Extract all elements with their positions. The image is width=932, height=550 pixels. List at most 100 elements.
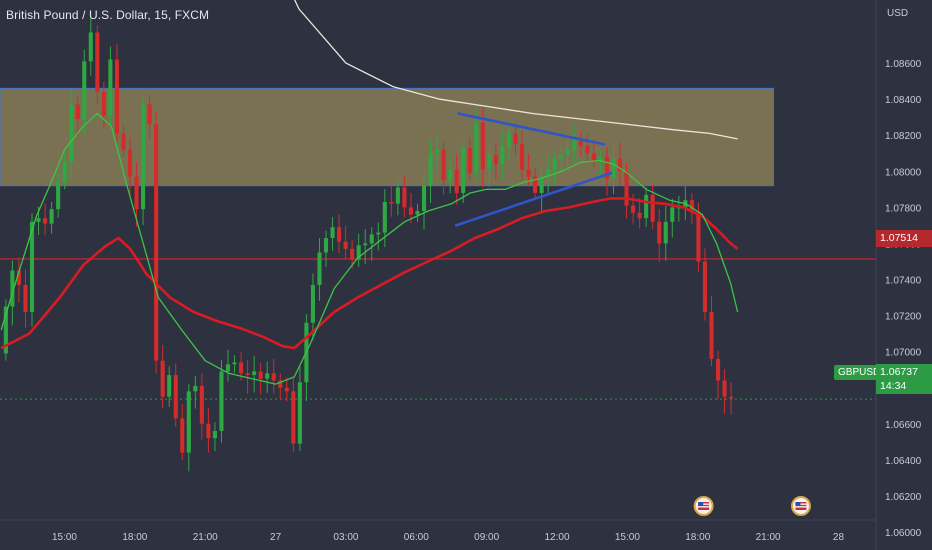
candle-body[interactable] [108,59,113,116]
us-flag-event-icon[interactable] [790,496,811,516]
candle-body[interactable] [663,221,668,244]
candle-body[interactable] [278,380,283,388]
candle-body[interactable] [206,423,211,439]
candle-body[interactable] [121,133,126,150]
candle-body[interactable] [676,207,681,209]
candle-body[interactable] [474,122,479,174]
candle-body[interactable] [167,375,172,397]
candle-body[interactable] [650,194,655,222]
candle-body[interactable] [715,358,721,381]
candle-body[interactable] [408,207,413,215]
candle-body[interactable] [310,284,315,323]
candle-body[interactable] [480,122,485,170]
candle-body[interactable] [382,201,387,233]
candle-body[interactable] [513,133,518,145]
candle-body[interactable] [611,158,616,179]
candle-body[interactable] [173,375,178,419]
candle-body[interactable] [317,252,322,285]
candle-body[interactable] [160,360,165,397]
candle-body[interactable] [689,200,694,213]
candle-body[interactable] [539,176,544,193]
candle-body[interactable] [454,169,459,193]
candle-body[interactable] [114,59,119,134]
candle-body[interactable] [657,221,662,244]
candle-body[interactable] [519,144,525,170]
candle-body[interactable] [330,227,335,239]
candle-body[interactable] [10,270,15,307]
candle-body[interactable] [36,218,41,222]
candle-body[interactable] [147,104,152,125]
candle-body[interactable] [421,185,427,211]
candle-body[interactable] [402,187,407,208]
candle-body[interactable] [670,207,675,222]
candle-body[interactable] [323,238,329,253]
candle-body[interactable] [696,212,701,262]
candle-body[interactable] [500,146,505,165]
candle-body[interactable] [604,156,610,179]
candle-body[interactable] [23,284,28,312]
candle-body[interactable] [617,158,623,172]
candle-body[interactable] [284,387,289,392]
candle-body[interactable] [43,218,48,224]
candle-body[interactable] [75,104,80,120]
candle-body[interactable] [428,153,433,186]
candle-body[interactable] [506,133,511,147]
candle-body[interactable] [291,391,296,444]
candle-body[interactable] [709,311,714,359]
candle-body[interactable] [702,261,708,312]
candle-body[interactable] [199,385,204,424]
candle-body[interactable] [180,418,185,453]
candle-body[interactable] [3,306,8,354]
candle-body[interactable] [376,232,381,235]
candle-body[interactable] [245,373,250,376]
candle-body[interactable] [572,140,577,150]
candle-body[interactable] [225,364,231,372]
candle-body[interactable] [62,162,67,183]
candle-body[interactable] [49,209,54,224]
candle-body[interactable] [631,205,636,213]
candle-body[interactable] [101,91,106,116]
candle-body[interactable] [265,373,270,379]
candle-body[interactable] [487,155,492,170]
candle-body[interactable] [356,245,361,260]
candle-body[interactable] [219,371,224,431]
candle-body[interactable] [435,149,440,154]
candle-body[interactable] [441,149,446,181]
candle-body[interactable] [337,227,342,242]
candle-body[interactable] [212,430,217,439]
candle-body[interactable] [95,32,100,92]
candle-body[interactable] [461,147,466,193]
candle-body[interactable] [591,153,596,161]
candle-body[interactable] [624,171,629,206]
candle-body[interactable] [69,104,74,163]
candle-body[interactable] [585,146,590,154]
candle-body[interactable] [533,176,538,193]
candle-body[interactable] [565,149,570,156]
candle-body[interactable] [546,169,551,177]
candle-body[interactable] [271,373,276,381]
candle-body[interactable] [154,124,159,361]
candle-body[interactable] [578,140,583,147]
upper-trendline[interactable] [457,112,606,146]
candle-body[interactable] [193,385,198,392]
candle-body[interactable] [559,155,564,159]
candle-body[interactable] [232,362,237,365]
candle-body[interactable] [493,155,498,165]
us-flag-event-icon[interactable] [693,496,714,516]
candle-body[interactable] [127,149,133,177]
lower-trendline[interactable] [454,171,613,227]
candle-body[interactable] [722,380,727,397]
candle-body[interactable] [637,212,642,219]
candle-body[interactable] [343,241,348,249]
candle-body[interactable] [448,169,453,181]
candle-body[interactable] [363,243,368,246]
candle-body[interactable] [252,371,257,376]
candle-body[interactable] [369,234,374,244]
candle-body[interactable] [598,156,603,161]
candle-body[interactable] [350,248,355,260]
candle-body[interactable] [16,270,21,285]
candle-body[interactable] [258,371,263,379]
candle-body[interactable] [29,221,35,312]
candle-body[interactable] [239,362,244,374]
candle-body[interactable] [186,391,191,453]
